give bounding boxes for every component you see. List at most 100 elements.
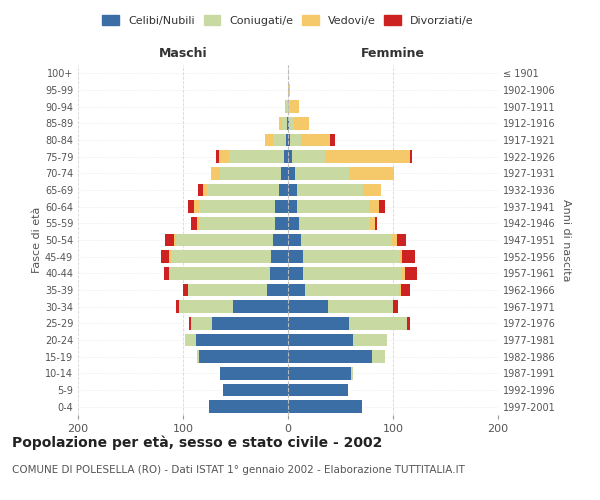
Bar (286, 134, 288, 146)
Bar (289, 117, 295, 130)
Bar (328, 300, 393, 313)
Bar (288, 384, 348, 396)
Bar (169, 267, 170, 280)
Bar (288, 250, 303, 263)
Bar (191, 217, 197, 230)
Bar (288, 234, 301, 246)
Bar (267, 284, 288, 296)
Bar (199, 350, 288, 363)
Bar (274, 234, 288, 246)
Bar (275, 217, 288, 230)
Bar (215, 150, 218, 163)
Bar (282, 117, 287, 130)
Bar (298, 184, 362, 196)
Y-axis label: Anni di nascita: Anni di nascita (561, 198, 571, 281)
Bar (179, 300, 233, 313)
Bar (220, 367, 288, 380)
Bar (303, 267, 403, 280)
Bar (397, 234, 406, 246)
Bar (288, 267, 303, 280)
Bar (199, 217, 275, 230)
Bar (199, 200, 275, 213)
Bar (288, 400, 361, 413)
Bar (203, 184, 207, 196)
Bar (403, 250, 415, 263)
Bar (353, 334, 387, 346)
Bar (229, 150, 284, 163)
Bar (191, 317, 212, 330)
Bar (164, 267, 169, 280)
Bar (404, 267, 417, 280)
Bar (172, 250, 271, 263)
Text: Popolazione per età, sesso e stato civile - 2002: Popolazione per età, sesso e stato civil… (12, 435, 382, 450)
Bar (188, 200, 193, 213)
Bar (288, 334, 353, 346)
Text: COMUNE DI POLESELLA (RO) - Dati ISTAT 1° gennaio 2002 - Elaborazione TUTTITALIA.: COMUNE DI POLESELLA (RO) - Dati ISTAT 1°… (12, 465, 465, 475)
Bar (362, 184, 382, 196)
Bar (403, 267, 404, 280)
Bar (197, 350, 199, 363)
Text: Maschi: Maschi (158, 47, 208, 60)
Bar (288, 84, 290, 96)
Bar (295, 117, 309, 130)
Bar (176, 234, 274, 246)
Bar (170, 267, 270, 280)
Bar (161, 250, 169, 263)
Bar (288, 150, 292, 163)
Bar (288, 184, 298, 196)
Bar (288, 134, 290, 146)
Bar (351, 367, 353, 380)
Bar (176, 300, 179, 313)
Bar (211, 167, 220, 179)
Bar (165, 234, 173, 246)
Bar (223, 384, 288, 396)
Bar (281, 167, 288, 179)
Bar (275, 200, 288, 213)
Bar (270, 267, 288, 280)
Bar (188, 284, 267, 296)
Bar (173, 234, 176, 246)
Bar (288, 367, 351, 380)
Bar (303, 250, 400, 263)
Bar (193, 200, 199, 213)
Bar (220, 167, 281, 179)
Bar (288, 284, 305, 296)
Bar (288, 167, 295, 179)
Bar (349, 317, 407, 330)
Bar (326, 150, 410, 163)
Bar (218, 150, 229, 163)
Legend: Celibi/Nubili, Coniugati/e, Vedovi/e, Divorziati/e: Celibi/Nubili, Coniugati/e, Vedovi/e, Di… (98, 10, 478, 30)
Bar (207, 184, 278, 196)
Bar (190, 317, 191, 330)
Bar (288, 217, 299, 230)
Text: Femmine: Femmine (361, 47, 425, 60)
Bar (265, 134, 274, 146)
Bar (305, 284, 400, 296)
Bar (298, 200, 369, 213)
Bar (288, 100, 290, 113)
Bar (290, 134, 301, 146)
Bar (375, 217, 377, 230)
Bar (278, 184, 288, 196)
Bar (183, 284, 188, 296)
Bar (198, 184, 203, 196)
Bar (299, 217, 370, 230)
Bar (286, 100, 288, 113)
Bar (401, 284, 410, 296)
Bar (407, 317, 410, 330)
Bar (273, 134, 286, 146)
Bar (288, 300, 328, 313)
Bar (295, 167, 350, 179)
Bar (410, 150, 412, 163)
Bar (370, 217, 375, 230)
Bar (284, 150, 288, 163)
Bar (285, 100, 286, 113)
Bar (288, 117, 289, 130)
Bar (169, 250, 172, 263)
Bar (400, 284, 401, 296)
Bar (185, 334, 196, 346)
Y-axis label: Fasce di età: Fasce di età (32, 207, 42, 273)
Bar (197, 217, 199, 230)
Bar (290, 100, 299, 113)
Bar (233, 300, 288, 313)
